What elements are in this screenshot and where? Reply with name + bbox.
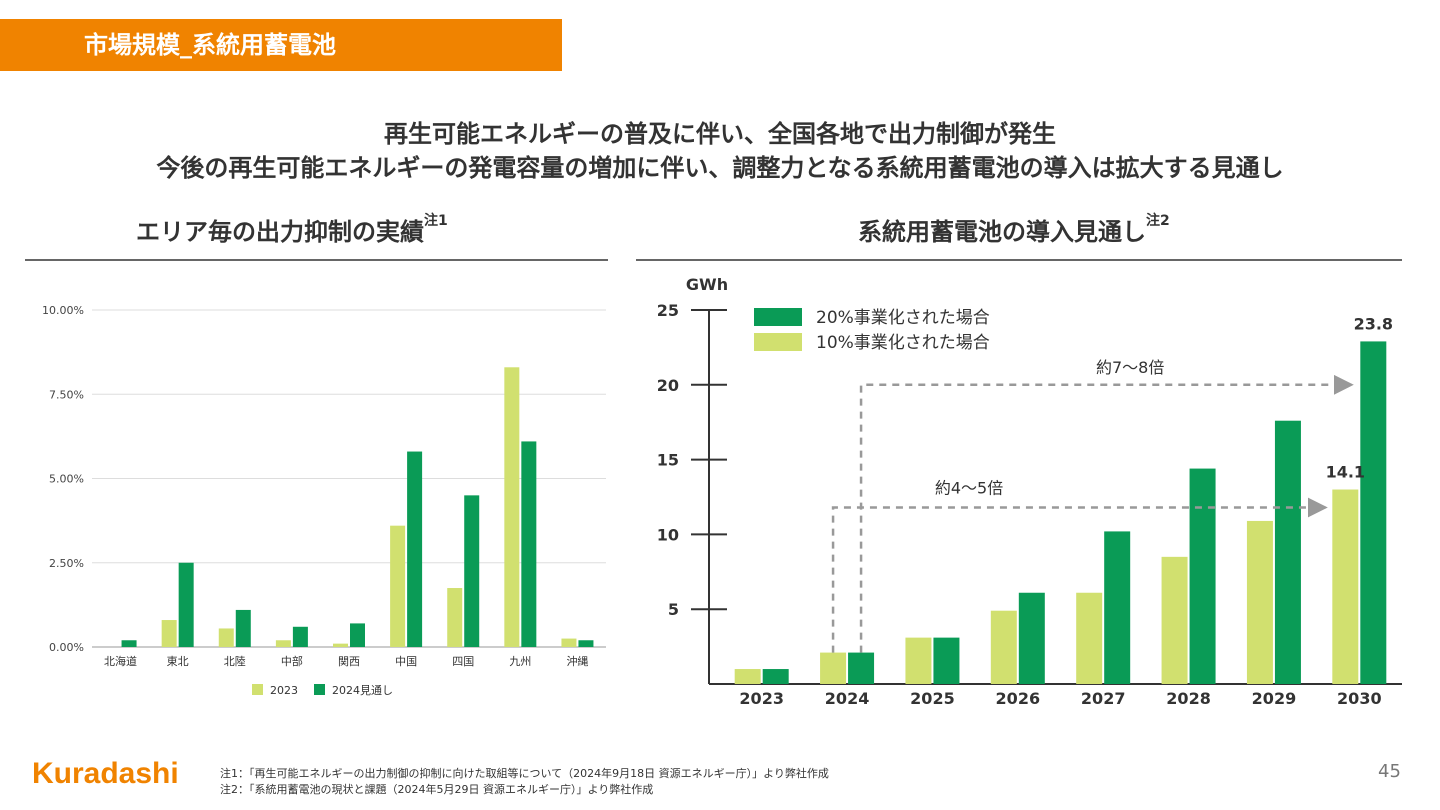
legend-label: 2024見通し [332,684,393,697]
y-tick-label: 0.00% [49,641,84,654]
bar-2024見通し-北陸 [235,609,251,647]
legend-swatch [754,333,802,351]
x-tick-label: 四国 [452,655,474,668]
legend-label: 10%事業化された場合 [816,333,990,353]
arrow-light [831,497,1328,653]
x-tick-label: 北海道 [104,654,137,668]
x-tick-label: 2027 [1081,689,1126,708]
y-tick-label: 5 [668,600,679,619]
bar-2024見通し-北海道 [121,640,137,647]
x-tick-label: 2023 [739,689,784,708]
bar-2024見通し-沖縄 [578,640,594,647]
x-tick-label: 2030 [1337,689,1382,708]
legend-swatch [754,308,802,326]
y-axis-label: GWh [686,275,728,294]
x-tick-label: 中国 [395,655,417,668]
bar-2023-九州 [504,367,520,647]
bar-2024見通し-東北 [178,562,194,647]
x-tick-label: 2026 [996,689,1041,708]
bar-2026-1 [1018,592,1045,684]
left-panel-title: エリア毎の出力抑制の実績注1 [136,213,448,246]
kuradashi-logo: Kuradashi [32,757,179,790]
bar-2029-0 [1246,520,1273,684]
bar-2023-中国 [390,525,406,647]
bar-2024-0 [820,652,847,684]
legend-label: 20%事業化された場合 [816,308,990,328]
bar-2023-北陸 [218,628,234,647]
bar-2027-0 [1076,592,1103,684]
right-panel-title: 系統用蓄電池の導入見通し注2 [858,213,1170,246]
bar-2029-1 [1274,420,1301,684]
bar-2024見通し-中国 [407,451,423,647]
x-tick-label: 2025 [910,689,955,708]
x-tick-label: 2028 [1166,689,1211,708]
footnote-1: 注1：「再生可能エネルギーの出力制御の抑制に向けた取組等について（2024年9月… [220,767,829,780]
bar-2023-中部 [275,640,291,647]
headline-line-1: 再生可能エネルギーの普及に伴い、全国各地で出力制御が発生 [384,120,1056,148]
y-tick-label: 15 [657,451,679,470]
data-label-dark-2030: 23.8 [1354,314,1393,333]
bar-2024見通し-九州 [521,441,537,647]
bar-2023-1 [762,669,789,684]
bar-2028-1 [1189,468,1216,684]
annotation-dark: 約7〜8倍 [1096,358,1164,377]
bar-2024-1 [848,652,875,684]
footnote-2: 注2：「系統用蓄電池の現状と課題（2024年5月29日 資源エネルギー庁）」より… [220,783,654,796]
right-panel-note: 注2 [1146,213,1170,229]
y-tick-label: 25 [657,301,679,320]
legend-label: 2023 [270,684,298,697]
y-tick-label: 20 [657,376,679,395]
x-tick-label: 北陸 [224,655,246,668]
y-tick-label: 10 [657,525,679,544]
bar-2023-沖縄 [561,638,577,647]
bar-2024見通し-四国 [464,495,480,647]
bar-2027-1 [1104,531,1131,684]
data-label-light-2030: 14.1 [1326,463,1365,482]
bar-2023-関西 [333,643,348,647]
bar-2023-0 [734,669,761,684]
bar-2028-0 [1161,556,1188,684]
x-tick-label: 東北 [167,655,189,668]
x-tick-label: 九州 [509,655,531,668]
right-panel-rule [636,259,1402,261]
y-tick-label: 10.00% [42,304,84,317]
x-tick-label: 中部 [281,654,303,668]
bar-2023-四国 [447,588,463,647]
legend-swatch [252,684,263,695]
bar-2025-1 [933,637,960,684]
annotation-light: 約4〜5倍 [935,478,1003,497]
bar-2030-0 [1332,489,1359,684]
x-tick-label: 沖縄 [566,654,588,668]
bar-2030-1 [1360,341,1387,684]
left-panel-note: 注1 [424,213,448,229]
y-tick-label: 2.50% [49,557,84,570]
bar-2026-0 [990,610,1017,684]
bar-2024見通し-関西 [350,623,365,647]
x-tick-label: 関西 [338,655,360,668]
legend-swatch [314,684,325,695]
bar-2023-東北 [161,620,177,647]
bar-2025-0 [905,637,932,684]
y-tick-label: 7.50% [49,388,84,401]
x-tick-label: 2029 [1252,689,1297,708]
x-tick-label: 2024 [825,689,870,708]
title-bar: 市場規模_系統用蓄電池 [0,19,562,71]
headline-line-2: 今後の再生可能エネルギーの発電容量の増加に伴い、調整力となる系統用蓄電池の導入は… [156,154,1284,182]
bar-2024見通し-中部 [292,626,308,647]
left-panel-rule [25,259,608,261]
y-tick-label: 5.00% [49,473,84,486]
page-number: 45 [1378,761,1401,782]
page-title: 市場規模_系統用蓄電池 [84,31,336,59]
